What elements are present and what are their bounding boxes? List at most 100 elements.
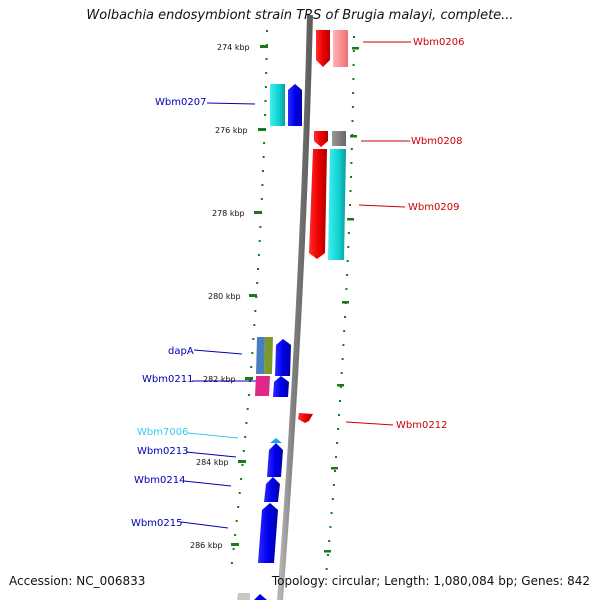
scale-label-274: 274 kbp (217, 43, 250, 52)
outer-track-dot (342, 344, 345, 346)
gene-dapA-domain-1[interactable] (256, 337, 265, 374)
inner-track-dot (261, 184, 264, 186)
gene-wbm0213-arrow[interactable] (267, 443, 283, 477)
outer-track-dot (352, 92, 355, 94)
gene-wbm0208-arrow[interactable] (314, 131, 328, 147)
scale-label-278: 278 kbp (212, 209, 245, 218)
inner-track-dot (265, 72, 268, 74)
label-line-wbm7006 (187, 432, 239, 439)
gene-wbm0211[interactable] (255, 376, 289, 397)
outer-track-dot (347, 232, 350, 234)
gene-wbm7006[interactable] (270, 438, 282, 443)
gene-wbm0206-arrow[interactable] (316, 30, 330, 67)
topology-text: Topology: circular; Length: 1,080,084 bp… (271, 574, 590, 588)
gene-wbm0213[interactable] (267, 443, 283, 477)
gene-wbm0214-arrow[interactable] (264, 477, 280, 502)
map-title: Wolbachia endosymbiont strain TRS of Bru… (86, 8, 514, 23)
label-line-wbm0207 (206, 102, 256, 105)
gene-wbm0209-arrow[interactable] (309, 149, 327, 259)
gene-wbm7006-arrow[interactable] (270, 438, 282, 443)
inner-track-dot (250, 366, 253, 368)
gene-wbm0212[interactable] (298, 413, 313, 423)
gene-label-wbm0207[interactable]: Wbm0207 (155, 97, 206, 108)
gene-partial-grey[interactable] (237, 593, 250, 600)
gene-partial-blue[interactable] (254, 594, 267, 600)
gene-label-wbm0212[interactable]: Wbm0212 (396, 420, 447, 431)
scale-label-284: 284 kbp (196, 458, 229, 467)
gene-label-dapA[interactable]: dapA (168, 346, 194, 357)
inner-track-dot (266, 30, 268, 32)
outer-track-dot (346, 274, 349, 276)
gene-label-wbm0215[interactable]: Wbm0215 (131, 518, 182, 529)
gene-wbm0211-arrow[interactable] (273, 376, 289, 397)
gene-dapA[interactable] (256, 337, 291, 376)
inner-track-dot (246, 408, 249, 410)
outer-track-dot (327, 554, 329, 556)
outer-track-dot (344, 316, 346, 318)
outer-track-dot (352, 64, 355, 66)
inner-track-dot (258, 240, 261, 242)
outer-track-dot (353, 36, 355, 38)
gene-label-wbm0213[interactable]: Wbm0213 (137, 446, 188, 457)
gene-wbm0211-protein-arrow[interactable] (255, 376, 270, 396)
gene-label-wbm0209[interactable]: Wbm0209 (408, 202, 459, 213)
gene-wbm0207-protein-arrow[interactable] (270, 84, 285, 126)
label-line-wbm0214 (183, 480, 232, 487)
outer-track-dot (336, 442, 339, 444)
outer-track-dot (347, 246, 350, 248)
outer-scale-marks (324, 47, 359, 553)
outer-track-dot (334, 470, 336, 472)
inner-track-dot (235, 520, 238, 522)
gene-label-wbm7006[interactable]: Wbm7006 (137, 427, 188, 438)
gene-dapA-arrow[interactable] (275, 339, 291, 376)
outer-track-dot (338, 414, 340, 416)
inner-track-dot (234, 534, 237, 536)
gene-wbm0214[interactable] (264, 477, 280, 502)
gene-label-wbm0208[interactable]: Wbm0208 (411, 136, 462, 147)
inner-track-dot (254, 310, 257, 312)
accession-text: Accession: NC_006833 (9, 574, 146, 588)
inner-track-dot (259, 226, 262, 228)
gene-wbm0209-protein-arrow[interactable] (328, 149, 346, 260)
gene-wbm0207-arrow[interactable] (288, 84, 302, 126)
gene-wbm0206[interactable] (316, 30, 348, 67)
genome-backbone (277, 14, 313, 600)
outer-track-dot (332, 484, 335, 486)
inner-track-dot (238, 492, 241, 494)
outer-track-dot (351, 120, 354, 122)
inner-track-dot (240, 478, 243, 480)
gene-dapA-domain-2[interactable] (264, 337, 273, 374)
outer-track-dot (350, 162, 353, 164)
scale-ticks (231, 45, 268, 546)
gene-wbm0209[interactable] (309, 149, 346, 260)
inner-track-dot (241, 464, 244, 466)
inner-track-dot (237, 506, 240, 508)
inner-track-dot (245, 422, 248, 424)
inner-track-dot (257, 268, 259, 270)
outer-track-dot (346, 260, 349, 262)
outer-track-dot (339, 400, 341, 402)
inner-track-dot (242, 450, 245, 452)
gene-wbm0206-protein-arrow[interactable] (333, 30, 348, 67)
gene-wbm0215[interactable] (258, 503, 278, 563)
gene-label-wbm0211[interactable]: Wbm0211 (142, 374, 193, 385)
scale-label-286: 286 kbp (190, 541, 223, 550)
inner-track-dot (244, 436, 247, 438)
gene-wbm0207[interactable] (270, 84, 302, 126)
gene-wbm0208-protein-arrow[interactable] (332, 131, 346, 146)
label-line-wbm0213 (185, 451, 237, 458)
outer-track-dot (329, 526, 332, 528)
label-line-wbm0212 (345, 421, 394, 426)
inner-track-dot (264, 114, 267, 116)
outer-track-dot (349, 190, 352, 192)
gene-wbm0215-arrow[interactable] (258, 503, 278, 563)
gene-partial-bottom[interactable] (237, 593, 267, 600)
scale-label-282: 282 kbp (203, 375, 236, 384)
gene-label-wbm0214[interactable]: Wbm0214 (134, 475, 185, 486)
inner-track-dot (247, 394, 250, 396)
gene-wbm0212-arrow[interactable] (298, 413, 313, 423)
outer-track-dot (350, 176, 352, 178)
gene-label-wbm0206[interactable]: Wbm0206 (413, 37, 464, 48)
gene-wbm0208[interactable] (314, 131, 346, 147)
